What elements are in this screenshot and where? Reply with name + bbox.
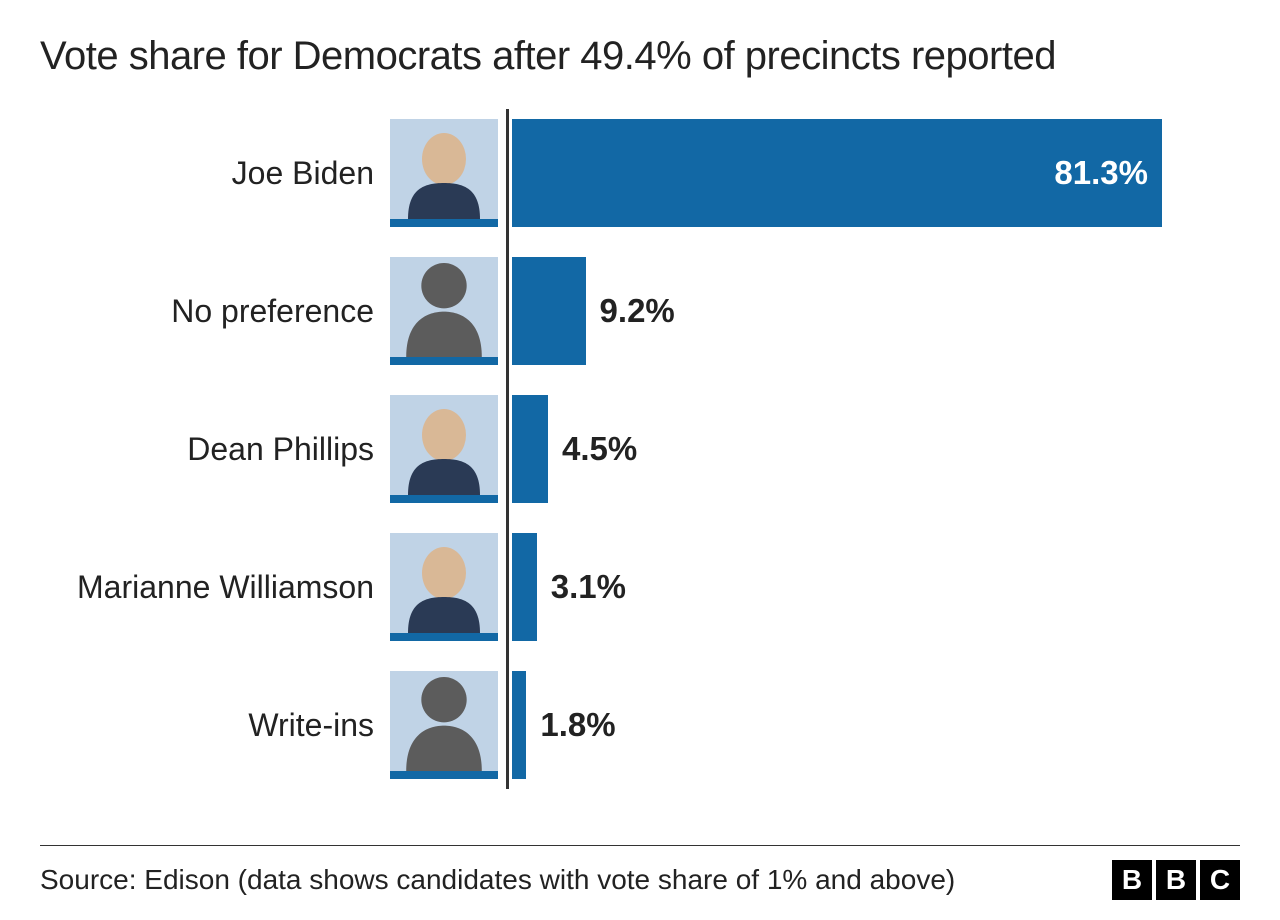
bar-chart: Joe Biden 81.3% No preference 9.2% Dean Ph… — [40, 119, 1240, 779]
avatar — [390, 533, 498, 641]
avatar — [390, 395, 498, 503]
bar-region: 3.1% — [512, 533, 1240, 641]
value-label: 3.1% — [551, 568, 626, 606]
candidate-name: Dean Phillips — [40, 431, 390, 468]
bar-region: 81.3% — [512, 119, 1240, 227]
candidate-name: No preference — [40, 293, 390, 330]
candidate-name: Write-ins — [40, 707, 390, 744]
chart-container: Vote share for Democrats after 49.4% of … — [0, 0, 1280, 920]
chart-row: No preference 9.2% — [40, 257, 1240, 365]
avatar — [390, 671, 498, 779]
person-photo-icon — [390, 395, 498, 495]
avatar — [390, 119, 498, 227]
avatar-underbar — [390, 495, 498, 503]
bar — [512, 533, 537, 641]
bbc-logo-box: B — [1112, 860, 1152, 900]
bar-region: 1.8% — [512, 671, 1240, 779]
axis-line — [506, 109, 509, 789]
avatar-underbar — [390, 219, 498, 227]
chart-row: Dean Phillips 4.5% — [40, 395, 1240, 503]
bbc-logo-box: C — [1200, 860, 1240, 900]
bar-region: 9.2% — [512, 257, 1240, 365]
bar — [512, 395, 548, 503]
avatar-underbar — [390, 771, 498, 779]
value-label: 1.8% — [540, 706, 615, 744]
avatar-underbar — [390, 357, 498, 365]
bbc-logo-box: B — [1156, 860, 1196, 900]
footer: Source: Edison (data shows candidates wi… — [40, 860, 1240, 900]
person-photo-icon — [390, 533, 498, 633]
value-label: 81.3% — [1054, 154, 1148, 192]
value-label: 9.2% — [600, 292, 675, 330]
person-photo-icon — [390, 119, 498, 219]
value-label: 4.5% — [562, 430, 637, 468]
chart-row: Write-ins 1.8% — [40, 671, 1240, 779]
candidate-name: Joe Biden — [40, 155, 390, 192]
avatar — [390, 257, 498, 365]
person-silhouette-icon — [390, 671, 498, 771]
chart-row: Marianne Williamson 3.1% — [40, 533, 1240, 641]
source-text: Source: Edison (data shows candidates wi… — [40, 864, 955, 896]
candidate-name: Marianne Williamson — [40, 569, 390, 606]
avatar-underbar — [390, 633, 498, 641]
chart-title: Vote share for Democrats after 49.4% of … — [40, 34, 1240, 79]
footer-rule — [40, 845, 1240, 846]
bar — [512, 257, 586, 365]
bar — [512, 671, 526, 779]
chart-row: Joe Biden 81.3% — [40, 119, 1240, 227]
person-silhouette-icon — [390, 257, 498, 357]
bar-region: 4.5% — [512, 395, 1240, 503]
bbc-logo: BBC — [1112, 860, 1240, 900]
